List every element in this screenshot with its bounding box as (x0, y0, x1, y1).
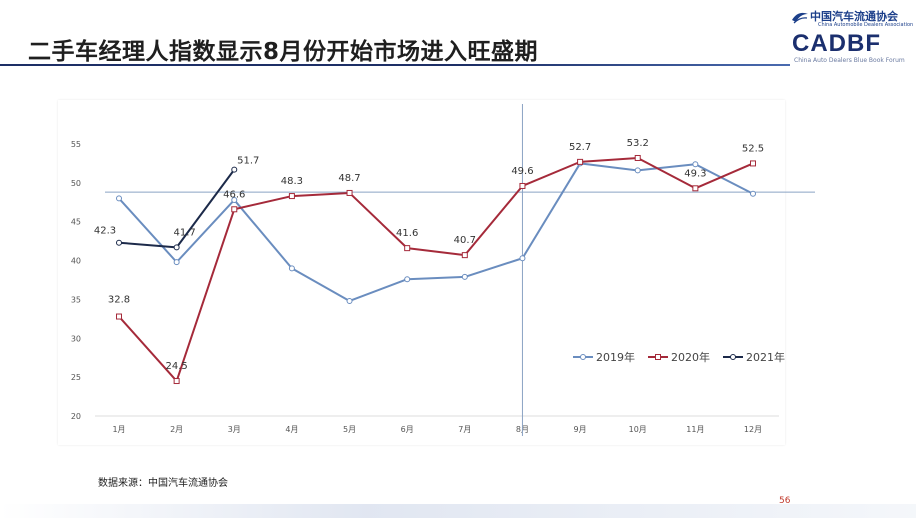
data-point (750, 190, 756, 197)
data-point (288, 193, 295, 200)
data-point (116, 313, 122, 320)
data-label: 52.5 (742, 143, 764, 154)
data-label: 49.6 (511, 166, 533, 177)
data-point (461, 252, 468, 259)
x-tick-label: 11月 (686, 425, 704, 434)
data-point (116, 195, 122, 202)
data-label: 32.8 (108, 295, 130, 306)
data-label: 49.3 (684, 168, 706, 179)
data-point (231, 166, 238, 173)
legend-marker (580, 354, 586, 360)
chart-frame (58, 100, 785, 445)
x-tick-label: 5月 (343, 425, 356, 434)
legend-marker (730, 354, 736, 360)
data-label: 48.3 (281, 176, 303, 187)
y-tick-label: 35 (71, 295, 81, 304)
x-tick-label: 2月 (170, 425, 183, 434)
data-point (461, 273, 468, 280)
data-point (231, 206, 238, 213)
data-point (173, 259, 180, 266)
y-tick-label: 25 (71, 373, 81, 382)
data-point (346, 297, 353, 304)
logo-mark-icon (792, 12, 808, 24)
data-label: 48.7 (338, 173, 360, 184)
x-tick-label: 4月 (285, 425, 298, 434)
bottom-band (0, 504, 916, 518)
legend-entry: 2019年 (596, 350, 635, 364)
data-label: 51.7 (237, 156, 259, 167)
logo-abbr: CADBF (792, 30, 881, 57)
data-point (404, 245, 411, 252)
logo-org-cn: 中国汽车流通协会 (810, 10, 898, 23)
page-number: 56 (779, 496, 791, 506)
series-line (118, 156, 754, 383)
x-tick-label: 6月 (401, 425, 414, 434)
data-point (346, 189, 353, 196)
data-point (634, 154, 641, 161)
title-divider (0, 64, 790, 66)
data-point (116, 239, 122, 246)
data-label: 41.7 (174, 227, 196, 238)
data-point (288, 265, 295, 272)
y-tick-label: 20 (71, 412, 81, 421)
logo-org-en: China Auto Dealers Blue Book Forum (794, 57, 905, 64)
y-tick-label: 55 (71, 140, 81, 149)
data-label: 46.6 (223, 189, 245, 200)
x-tick-label: 10月 (629, 425, 647, 434)
legend-marker (655, 354, 661, 360)
data-point (519, 182, 526, 189)
y-tick-label: 30 (71, 334, 81, 343)
x-tick-label: 1月 (112, 425, 125, 434)
data-label: 42.3 (94, 226, 116, 237)
data-label: 53.2 (627, 138, 649, 149)
data-point (519, 255, 526, 262)
data-label: 24.5 (166, 361, 188, 372)
logo-org-cn-sub: China Automobile Dealers Association (818, 22, 914, 28)
data-point (173, 244, 180, 251)
data-point (750, 160, 756, 167)
y-tick-label: 50 (71, 179, 81, 188)
y-tick-label: 40 (71, 257, 81, 266)
data-point (404, 276, 411, 283)
data-point (231, 196, 238, 203)
data-label: 52.7 (569, 142, 591, 153)
data-label: 41.6 (396, 228, 418, 239)
data-label: 40.7 (454, 235, 476, 246)
data-point (692, 161, 699, 168)
x-tick-label: 12月 (744, 425, 762, 434)
data-point (692, 185, 699, 192)
legend-entry: 2020年 (671, 350, 710, 364)
legend-entry: 2021年 (746, 350, 785, 364)
page-title: 二手车经理人指数显示8月份开始市场进入旺盛期 (28, 39, 539, 65)
series-line (118, 162, 754, 302)
x-tick-label: 3月 (228, 425, 241, 434)
data-source: 数据来源：中国汽车流通协会 (98, 478, 228, 489)
cadbf-logo: 中国汽车流通协会 China Automobile Dealers Associ… (788, 6, 913, 64)
x-tick-label: 9月 (574, 425, 587, 434)
data-point (634, 167, 641, 174)
y-tick-label: 45 (71, 218, 81, 227)
x-tick-label: 7月 (458, 425, 471, 434)
data-point (173, 378, 180, 385)
data-point (577, 158, 584, 165)
